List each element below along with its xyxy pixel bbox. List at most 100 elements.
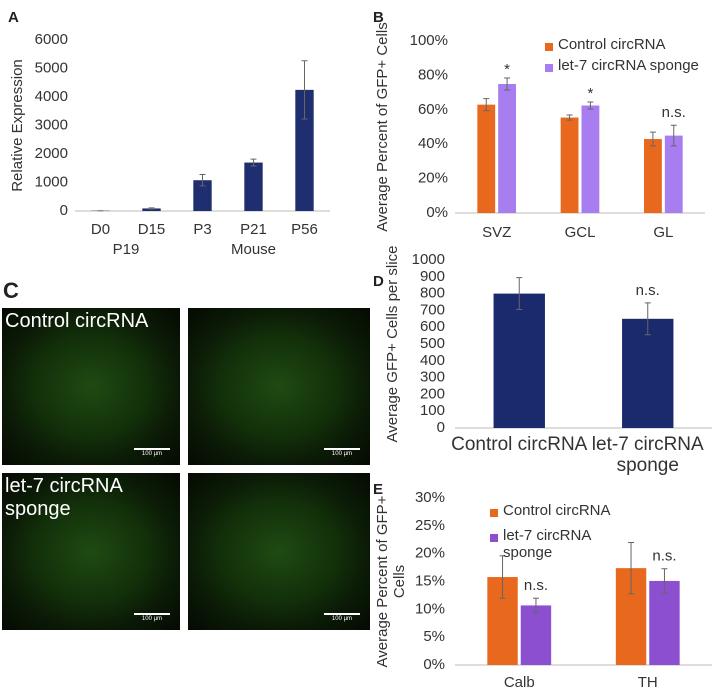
bar — [142, 208, 161, 211]
scale-bar: 100 µm — [324, 448, 360, 457]
legend-swatch — [545, 43, 553, 51]
scale-bar: 100 µm — [134, 613, 170, 622]
error-bar — [587, 101, 594, 110]
error-bar — [628, 542, 635, 595]
y-tick-label: 10% — [415, 600, 445, 617]
x-tick-label: P21 — [240, 221, 267, 238]
error-bar — [499, 555, 506, 599]
y-tick-label: 30% — [415, 489, 445, 506]
scale-bar: 100 µm — [134, 448, 170, 457]
y-axis-label: Relative Expression — [9, 59, 26, 192]
error-bar — [644, 302, 651, 336]
error-bar — [148, 207, 155, 210]
micrograph: Control circRNA 100 µm — [2, 308, 180, 465]
y-tick-label: 20% — [418, 170, 448, 187]
y-tick-label: 1000 — [412, 251, 445, 268]
y-tick-label: 0 — [437, 419, 445, 436]
legend-label-box: let-7 circRNA sponge — [503, 528, 591, 560]
y-tick-label: 200 — [420, 385, 445, 402]
y-tick-label: 0% — [426, 204, 448, 221]
bar — [520, 605, 552, 665]
panel-letter: E — [373, 481, 383, 498]
y-tick-label: 0 — [60, 202, 68, 219]
x-tick-label: GCL — [565, 224, 596, 241]
legend-swatch — [490, 534, 498, 542]
y-tick-label: 20% — [415, 545, 445, 562]
legend-label: Control circRNA — [503, 503, 611, 519]
annotation: * — [504, 61, 510, 78]
annotation: n.s. — [636, 282, 660, 299]
bar — [664, 135, 683, 213]
y-tick-label: 1000 — [35, 173, 68, 190]
annotation: n.s. — [524, 577, 548, 594]
micrograph: 100 µm — [188, 308, 370, 465]
y-tick-label: 40% — [418, 135, 448, 152]
error-bar — [649, 131, 656, 147]
y-axis-label-box: Average GFP+ Cells per slice — [385, 245, 401, 443]
bar — [649, 580, 680, 665]
y-tick-label: 80% — [418, 66, 448, 83]
y-tick-label: 4000 — [35, 88, 68, 105]
x-tick-label-box: let-7 circRNA sponge — [592, 435, 704, 476]
y-axis-label-box: Average Percent of GFP+ Cells — [375, 495, 408, 668]
y-axis-label: Average Percent of GFP+ Cells — [375, 495, 408, 668]
y-tick-label: 400 — [420, 352, 445, 369]
y-tick-label: 500 — [420, 335, 445, 352]
scale-bar: 100 µm — [324, 613, 360, 622]
x-tick-label: Control circRNA — [451, 435, 588, 455]
y-tick-label: 2000 — [35, 145, 68, 162]
bar — [193, 180, 212, 211]
panel-letter: C — [3, 278, 19, 303]
legend-label-box: Control circRNA — [558, 37, 666, 53]
bar — [581, 105, 600, 213]
y-axis-label: Average Percent of GFP+ Cells — [375, 22, 391, 232]
y-tick-label: 5% — [423, 628, 445, 645]
x-tick-label: GL — [653, 224, 673, 241]
bar — [498, 84, 516, 213]
bar — [622, 318, 674, 428]
x-tick-label: P56 — [291, 221, 318, 238]
y-tick-label: 15% — [415, 572, 445, 589]
y-tick-label: 900 — [420, 268, 445, 285]
annotation: * — [587, 85, 593, 102]
error-bar — [670, 124, 677, 147]
annotation: n.s. — [662, 104, 686, 121]
x-tick-label: D0 — [91, 221, 110, 238]
y-tick-label: 25% — [415, 517, 445, 534]
x-tick-label-box: Control circRNA — [451, 435, 588, 455]
error-bar — [483, 98, 490, 112]
error-bar — [516, 277, 523, 311]
y-axis-label-box: Average Percent of GFP+ Cells — [375, 22, 391, 232]
error-bar — [504, 77, 511, 91]
y-tick-label: 3000 — [35, 116, 68, 133]
group-label: Mouse — [231, 241, 276, 258]
x-tick-label: P3 — [193, 221, 211, 238]
legend-swatch — [490, 509, 498, 517]
y-tick-label: 6000 — [35, 31, 68, 48]
x-tick-label: D15 — [138, 221, 166, 238]
legend-label-box: let-7 circRNA sponge — [558, 58, 699, 74]
legend-label: Control circRNA — [558, 37, 666, 53]
micrograph: let-7 circRNA sponge 100 µm — [2, 473, 180, 630]
y-tick-label: 60% — [418, 101, 448, 118]
legend-swatch — [545, 64, 553, 72]
error-bar — [532, 597, 539, 614]
y-tick-label: 800 — [420, 285, 445, 302]
y-axis-label: Average GFP+ Cells per slice — [385, 245, 401, 443]
bar — [295, 89, 314, 211]
panel-letter: B — [373, 9, 384, 26]
image-label: Control circRNA — [5, 310, 149, 332]
y-tick-label: 100% — [410, 32, 448, 49]
group-label: P19 — [113, 241, 140, 258]
error-bar — [661, 568, 668, 594]
error-bar — [566, 114, 573, 121]
x-tick-label: Calb — [504, 674, 535, 691]
bar — [244, 162, 263, 211]
x-tick-label: TH — [638, 674, 658, 691]
legend-label: let-7 circRNA sponge — [558, 58, 699, 74]
error-bar — [301, 60, 308, 120]
y-tick-label: 100 — [420, 402, 445, 419]
bar — [493, 293, 545, 428]
